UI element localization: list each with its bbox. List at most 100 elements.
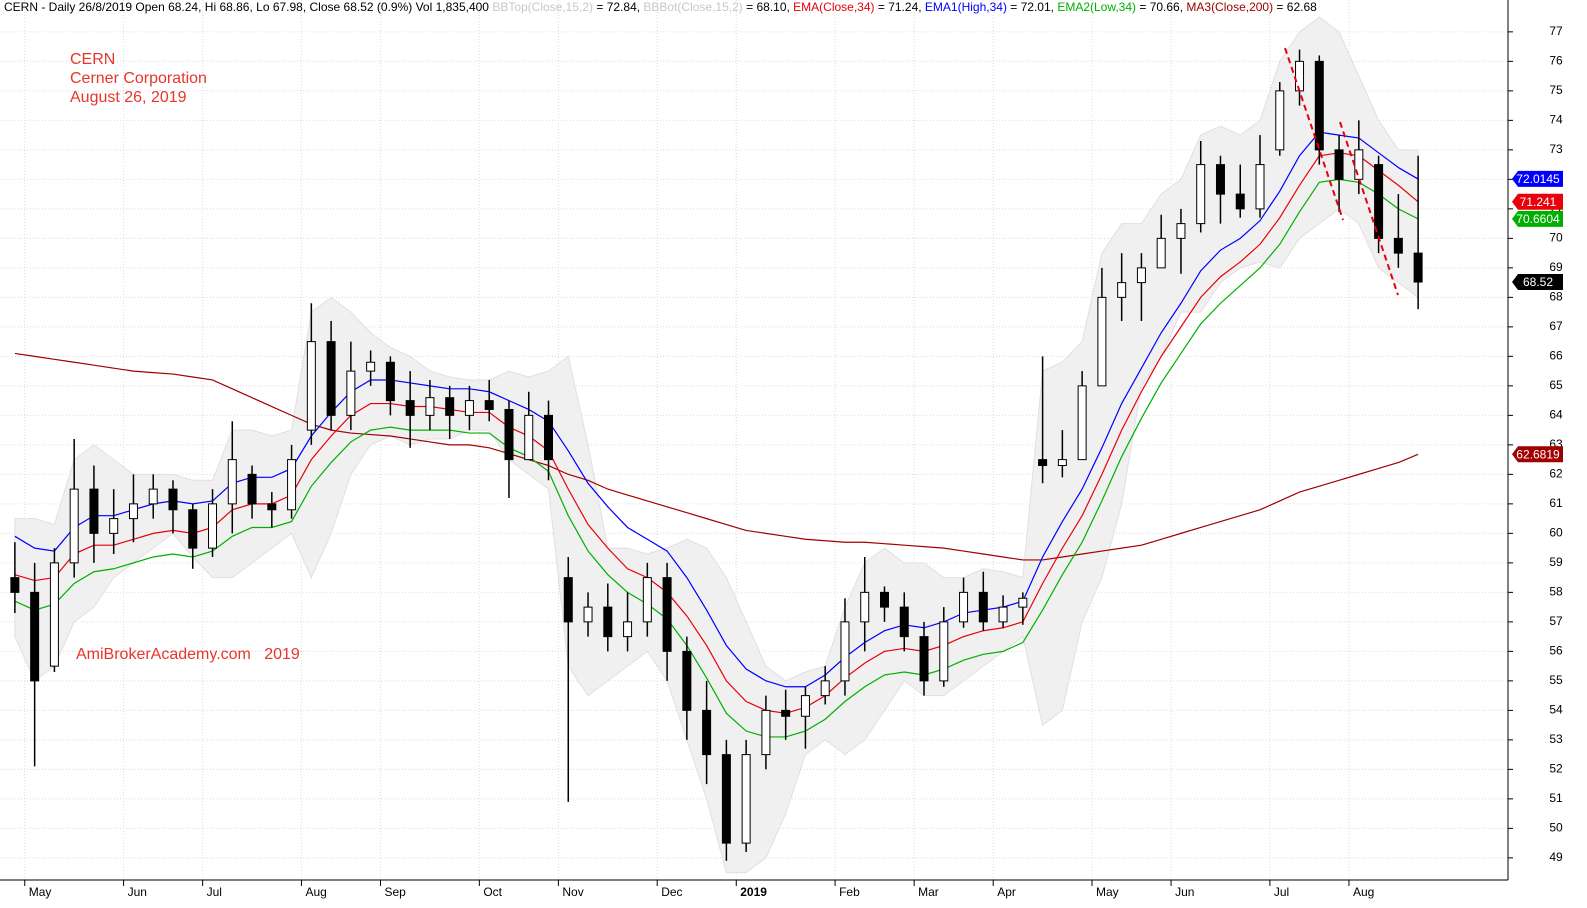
header-item: CERN - Daily 26/8/2019 Open 68.24, Hi 68…: [4, 0, 492, 14]
x-tick-label: Mar: [918, 885, 939, 899]
candle-body: [484, 400, 494, 410]
header-item: = 68.10,: [743, 0, 793, 14]
price-tag-label: 71.241: [1520, 195, 1557, 209]
candle-body: [188, 509, 198, 549]
header: CERN - Daily 26/8/2019 Open 68.24, Hi 68…: [4, 0, 1317, 14]
candle-body: [820, 680, 830, 697]
candle-body: [1295, 60, 1305, 92]
candle-body: [919, 636, 929, 682]
x-tick-label: Apr: [997, 885, 1016, 899]
header-item: = 62.68: [1273, 0, 1317, 14]
x-tick-label: Aug: [1353, 885, 1374, 899]
y-tick-label: 65: [1549, 378, 1563, 392]
candle-body: [662, 577, 672, 652]
candle-body: [89, 488, 99, 534]
candle-body: [1393, 237, 1403, 254]
candle-body: [623, 621, 633, 638]
candle-body: [800, 695, 810, 717]
x-tick-label: Feb: [839, 885, 860, 899]
y-tick-label: 75: [1549, 83, 1563, 97]
price-tag: 70.6604: [1512, 210, 1563, 227]
candle-body: [306, 341, 316, 431]
candle-body: [1176, 223, 1186, 239]
price-tag-box: [1512, 446, 1563, 463]
header-item: BBTop(Close,15,2): [492, 0, 593, 14]
x-tick-label: Jul: [1274, 885, 1289, 899]
y-tick-label: 59: [1549, 555, 1563, 569]
candle-body: [702, 709, 712, 756]
candle-body: [366, 361, 376, 372]
y-tick-label: 58: [1549, 585, 1563, 599]
indicator-line: [14, 178, 1419, 738]
candle-body: [405, 400, 415, 416]
price-tag-box: [1512, 170, 1563, 187]
candle-body: [10, 577, 20, 593]
candle-body: [1255, 164, 1265, 210]
line-layer: [14, 131, 1419, 738]
header-item: BBBot(Close,15,2): [643, 0, 742, 14]
header-item: EMA(Close,34): [793, 0, 874, 14]
candle-body: [959, 591, 969, 623]
y-tick-label: 74: [1549, 113, 1563, 127]
y-tick-label: 60: [1549, 526, 1563, 540]
candle-layer: [10, 49, 1423, 861]
candle-body: [168, 488, 178, 511]
price-tag-box: [1512, 193, 1563, 210]
header-item: = 72.01,: [1007, 0, 1057, 14]
candle-body: [30, 591, 40, 682]
candle-body: [682, 650, 692, 711]
candle-body: [1077, 385, 1087, 461]
candle-body: [1334, 149, 1344, 180]
price-tag-label: 72.0145: [1516, 172, 1560, 186]
candle-body: [1038, 459, 1048, 467]
y-tick-label: 57: [1549, 614, 1563, 628]
y-tick-label: 56: [1549, 644, 1563, 658]
watermark: AmiBrokerAcademy.com 2019: [76, 646, 300, 663]
candle-body: [1413, 252, 1423, 283]
candle-body: [1354, 149, 1364, 180]
candle-body: [1117, 282, 1127, 298]
axis-layer: 4950515253545556575859606162636465666768…: [24, 24, 1563, 899]
header-item: = 70.66,: [1136, 0, 1186, 14]
y-tick-label: 68: [1549, 290, 1563, 304]
candle-body: [326, 341, 336, 416]
candle-body: [1275, 90, 1285, 151]
price-tag: 68.52: [1512, 274, 1563, 291]
trend-line: [1339, 121, 1399, 296]
candle-body: [1235, 193, 1245, 210]
candle-body: [603, 606, 613, 638]
candle-body: [49, 562, 59, 667]
candle-body: [247, 473, 257, 505]
candle-body: [978, 591, 988, 623]
y-tick-label: 55: [1549, 673, 1563, 687]
candle-body: [583, 606, 593, 623]
candle-body: [208, 503, 218, 549]
candle-body: [860, 591, 870, 623]
annotation: Cerner Corporation: [70, 70, 207, 87]
candle-body: [464, 400, 474, 416]
candle-body: [346, 370, 356, 416]
x-tick-label: 2019: [740, 885, 767, 899]
candle-body: [227, 459, 237, 505]
x-tick-label: Jun: [128, 885, 147, 899]
price-tag: 62.6819: [1512, 446, 1563, 463]
x-tick-label: Dec: [661, 885, 682, 899]
trend-line: [1284, 47, 1344, 221]
candle-body: [879, 591, 889, 608]
candle-body: [544, 414, 554, 461]
candle-body: [425, 397, 435, 416]
y-tick-label: 77: [1549, 24, 1563, 38]
x-tick-label: Jun: [1175, 885, 1194, 899]
price-tag: 71.241: [1512, 193, 1563, 210]
candle-body: [385, 361, 395, 402]
candle-body: [524, 414, 534, 461]
candle-body: [563, 577, 573, 623]
y-tick-label: 70: [1549, 231, 1563, 245]
candle-body: [287, 459, 297, 511]
candle-body: [148, 488, 158, 505]
candle-body: [267, 503, 277, 511]
candle-body: [109, 518, 119, 534]
price-tag-box: [1512, 274, 1563, 291]
y-tick-label: 49: [1549, 850, 1563, 864]
candle-body: [445, 397, 455, 416]
